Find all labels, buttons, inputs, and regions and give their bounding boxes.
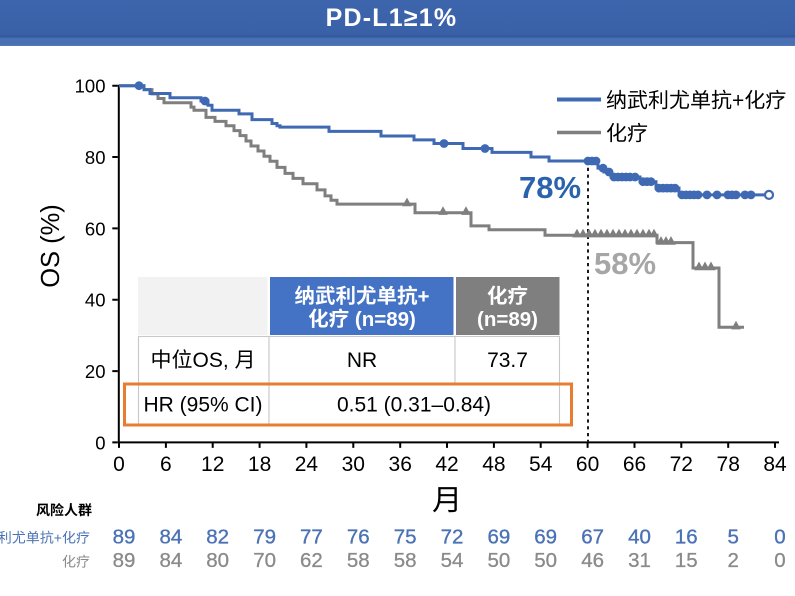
svg-text:0: 0: [774, 526, 785, 549]
svg-text:2: 2: [727, 549, 738, 572]
svg-text:80: 80: [85, 147, 106, 168]
svg-text:NR: NR: [347, 349, 377, 372]
svg-text:0.51 (0.31–0.84): 0.51 (0.31–0.84): [337, 394, 491, 417]
svg-text:+: +: [54, 530, 62, 546]
svg-text:75: 75: [394, 526, 417, 549]
svg-text:0: 0: [113, 453, 125, 476]
svg-text:80: 80: [206, 549, 229, 572]
svg-text:70: 70: [253, 549, 276, 572]
svg-text:89: 89: [113, 549, 136, 572]
svg-text:69: 69: [487, 526, 510, 549]
svg-text:58: 58: [347, 549, 370, 572]
svg-text:OS,: OS,: [193, 349, 229, 372]
svg-text:58: 58: [394, 549, 417, 572]
svg-text:84: 84: [763, 453, 787, 476]
svg-text:18: 18: [248, 453, 271, 476]
svg-text:40: 40: [628, 526, 651, 549]
svg-text:5: 5: [727, 526, 738, 549]
svg-text:78: 78: [717, 453, 740, 476]
svg-text:77: 77: [300, 526, 323, 549]
svg-text:HR (95% CI): HR (95% CI): [143, 394, 262, 417]
svg-text:78%: 78%: [519, 170, 581, 205]
svg-text:89: 89: [113, 526, 136, 549]
svg-text:54: 54: [441, 549, 464, 572]
svg-text:72: 72: [670, 453, 693, 476]
svg-text:54: 54: [529, 453, 553, 476]
svg-text:12: 12: [201, 453, 224, 476]
svg-text:84: 84: [159, 526, 182, 549]
svg-text:42: 42: [435, 453, 458, 476]
svg-text:60: 60: [85, 218, 106, 239]
svg-text:15: 15: [675, 549, 698, 572]
svg-text:82: 82: [206, 526, 229, 549]
svg-text:58%: 58%: [594, 246, 656, 281]
svg-text:50: 50: [487, 549, 510, 572]
svg-text:73.7: 73.7: [487, 349, 528, 372]
svg-text:24: 24: [295, 453, 319, 476]
svg-text:100: 100: [75, 76, 106, 97]
svg-text:62: 62: [300, 549, 323, 572]
svg-text:40: 40: [85, 290, 106, 311]
svg-text:69: 69: [534, 526, 557, 549]
svg-text:46: 46: [581, 549, 604, 572]
svg-text:30: 30: [342, 453, 365, 476]
svg-text:0: 0: [774, 549, 785, 572]
svg-text:31: 31: [628, 549, 651, 572]
svg-text:OS (%): OS (%): [37, 204, 65, 288]
svg-text:(n=89): (n=89): [477, 308, 538, 331]
svg-text:84: 84: [159, 549, 182, 572]
svg-text:+: +: [418, 285, 430, 308]
svg-text:(n=89): (n=89): [355, 308, 416, 331]
svg-text:20: 20: [85, 361, 106, 382]
svg-text:6: 6: [160, 453, 172, 476]
svg-text:79: 79: [253, 526, 276, 549]
svg-text:48: 48: [482, 453, 505, 476]
svg-text:+: +: [732, 90, 744, 113]
svg-text:50: 50: [534, 549, 557, 572]
svg-text:66: 66: [623, 453, 646, 476]
svg-text:72: 72: [441, 526, 464, 549]
svg-text:67: 67: [581, 526, 604, 549]
svg-text:76: 76: [347, 526, 370, 549]
svg-text:36: 36: [389, 453, 412, 476]
svg-text:16: 16: [675, 526, 698, 549]
svg-text:0: 0: [95, 432, 105, 453]
svg-text:60: 60: [576, 453, 599, 476]
